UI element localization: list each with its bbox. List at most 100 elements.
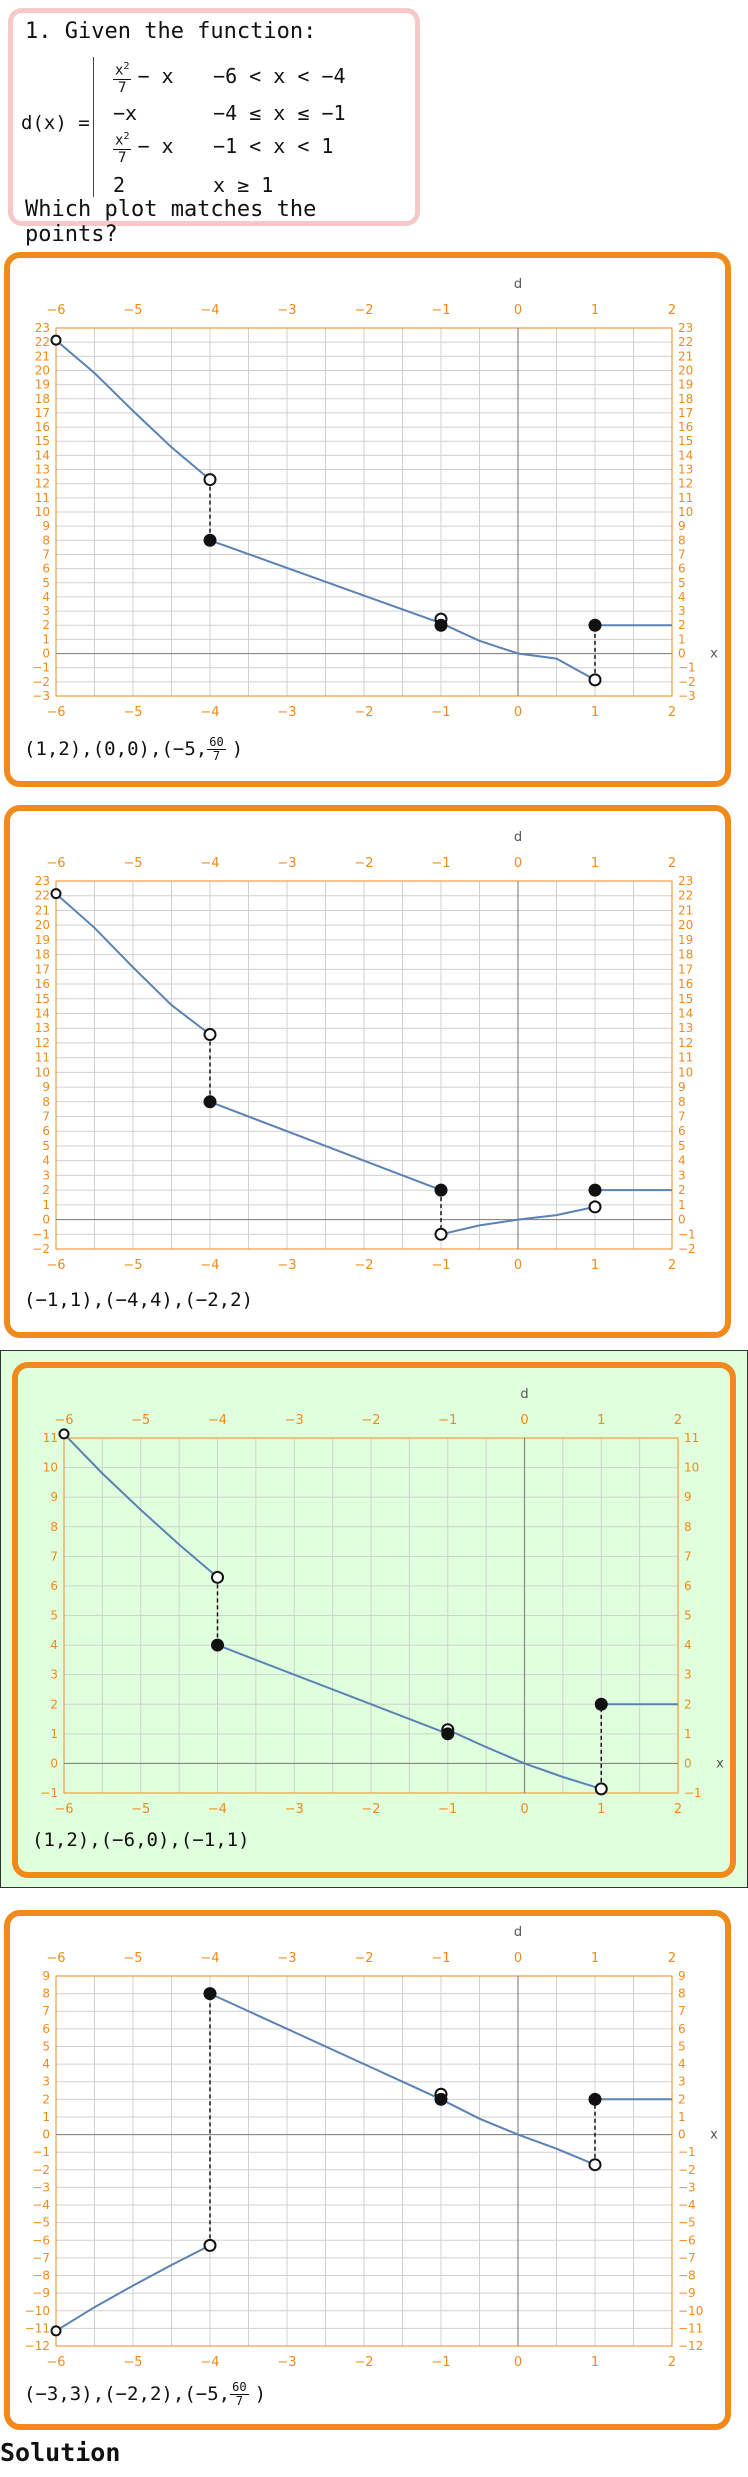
piece-2: −x −4 ≤ x ≤ −1	[113, 101, 346, 125]
y-tick-label-right: 5	[678, 576, 686, 590]
y-tick-label-left: 1	[42, 1198, 50, 1212]
y-tick-label-right: 0	[678, 647, 686, 661]
y-tick-label-right: 19	[678, 378, 693, 392]
y-tick-label-left: 1	[42, 2110, 50, 2124]
y-tick-label-right: −11	[678, 2321, 703, 2335]
x-tick-label-top: 1	[597, 1413, 605, 1428]
caption-point: (−4,4)	[104, 1289, 173, 1311]
y-tick-label-right: 18	[678, 392, 693, 406]
y-tick-label-left: 7	[42, 2004, 50, 2018]
y-tick-label-right: 0	[678, 2128, 686, 2142]
caption-point-x: −2	[115, 2383, 139, 2405]
x-tick-label-top: 2	[668, 1951, 676, 1966]
option-b[interactable]: −6 −6 −5 −5 −4 −4 −3 −3 −2 −2 −1 −1 0 0 1 1 2 2 −2 −2 −1 −1 0 0…	[4, 805, 731, 1338]
y-tick-label-left: 8	[42, 1987, 50, 2001]
x-tick-label-bottom: −5	[123, 1258, 142, 1273]
y-tick-label-right: −12	[678, 2339, 703, 2353]
caption-point: (−2,2)	[184, 1289, 254, 1311]
points-caption: (1,2),(0,0),(−5, 60 7)	[24, 736, 243, 763]
y-tick-label-right: 4	[678, 1154, 686, 1168]
series-line	[55, 892, 211, 1036]
option-a[interactable]: −6 −6 −5 −5 −4 −4 −3 −3 −2 −2 −1 −1 0 0 1 1 2 2 −3 −3 −2 −2 −1…	[4, 252, 731, 787]
caption-point-y-fraction: 60 7	[207, 736, 226, 763]
y-tick-label-right: 22	[678, 335, 693, 349]
y-tick-label-right: −10	[678, 2304, 703, 2318]
open-point	[58, 1428, 70, 1440]
y-tick-label-left: 16	[35, 977, 50, 991]
option-d[interactable]: −6 −6 −5 −5 −4 −4 −3 −3 −2 −2 −1 −1 0 0 1 1 2 2 −12 −12 −11−…	[4, 1910, 731, 2430]
y-tick-label-right: −3	[678, 2180, 696, 2194]
question-prompt: Which plot matches the points?	[25, 197, 317, 247]
y-tick-label-left: 19	[35, 378, 50, 392]
plot-frame	[55, 327, 673, 697]
y-tick-label-right: 14	[678, 1006, 693, 1020]
series-line	[440, 2098, 596, 2166]
y-tick-label-right: 2	[678, 2092, 686, 2106]
x-tick-label-bottom: −5	[123, 705, 142, 720]
y-tick-label-right: 8	[678, 533, 686, 547]
y-tick-label-right: 9	[678, 519, 686, 533]
caption-point-y: 1	[69, 1289, 82, 1311]
question-title: 1. Given the function:	[25, 19, 317, 44]
y-tick-label-left: 21	[35, 903, 50, 917]
caption-point-x: −3	[35, 2383, 59, 2405]
y-tick-label-right: 17	[678, 962, 693, 976]
closed-point	[588, 618, 602, 632]
open-point	[203, 2238, 217, 2252]
y-tick-label-left: 4	[42, 2057, 50, 2071]
open-point	[594, 1782, 608, 1796]
y-tick-label-right: 7	[684, 1549, 692, 1563]
y-tick-label-right: 17	[678, 406, 693, 420]
x-tick-label-bottom: −6	[46, 1258, 65, 1273]
y-tick-label-left: −10	[25, 2304, 50, 2318]
y-tick-label-right: 6	[678, 562, 686, 576]
open-point	[211, 1570, 224, 1584]
piece-4-cond: x ≥ 1	[213, 173, 274, 197]
y-tick-label-right: 13	[678, 463, 693, 477]
x-tick-label-bottom: −6	[46, 705, 65, 720]
open-point	[50, 2325, 62, 2337]
y-tick-label-right: 15	[678, 992, 693, 1006]
y-tick-label-right: −1	[684, 1786, 702, 1800]
x-tick-label-bottom: 2	[674, 1802, 682, 1817]
caption-point-y: 4	[149, 1289, 162, 1311]
x-tick-label-bottom: −4	[200, 2355, 219, 2370]
open-point	[588, 673, 602, 687]
y-tick-label-left: 10	[35, 1065, 50, 1079]
open-point	[434, 1227, 448, 1241]
x-tick-label-top: −5	[131, 1413, 150, 1428]
y-tick-label-left: 13	[35, 463, 50, 477]
caption-point: (−1,1)	[180, 1829, 250, 1851]
y-tick-label-left: 5	[42, 576, 50, 590]
function-label: d(x) =	[21, 112, 90, 134]
y-tick-label-right: −1	[678, 661, 696, 675]
x-tick-label-bottom: 2	[668, 705, 676, 720]
x-tick-label-top: −6	[46, 303, 65, 318]
x-tick-label-bottom: 1	[591, 705, 599, 720]
y-tick-label-right: 5	[678, 2039, 686, 2053]
x-tick-label-top: 0	[514, 856, 522, 871]
x-tick-label-top: 0	[514, 303, 522, 318]
y-tick-label-left: 12	[35, 1036, 50, 1050]
closed-point	[588, 1183, 602, 1197]
piece-4: 2 x ≥ 1	[113, 173, 274, 197]
caption-point: (−5, 60 7)	[161, 735, 244, 763]
y-tick-label-right: 1	[678, 632, 686, 646]
closed-point	[588, 2092, 602, 2106]
caption-comma: ,	[89, 1829, 101, 1851]
points-caption: (1,2),(−6,0),(−1,1)	[32, 1829, 250, 1851]
x-tick-label-top: 0	[514, 1951, 522, 1966]
closed-point	[434, 618, 448, 632]
y-tick-label-left: 11	[43, 1431, 58, 1445]
option-c[interactable]: −6 −6 −5 −5 −4 −4 −3 −3 −2 −2 −1 −1 0 0 1 1 2 2 −1 −1 0 0 1 1 2 2…	[12, 1362, 736, 1878]
y-tick-label-right: −2	[678, 2163, 696, 2177]
y-tick-label-right: 4	[678, 590, 686, 604]
x-tick-label-top: −2	[361, 1413, 380, 1428]
y-tick-label-right: −1	[678, 2145, 696, 2159]
y-tick-label-left: −2	[32, 675, 50, 689]
y-tick-label-right: 5	[678, 1139, 686, 1153]
x-tick-label-bottom: −1	[431, 2355, 450, 2370]
x-tick-label-bottom: 0	[514, 705, 522, 720]
